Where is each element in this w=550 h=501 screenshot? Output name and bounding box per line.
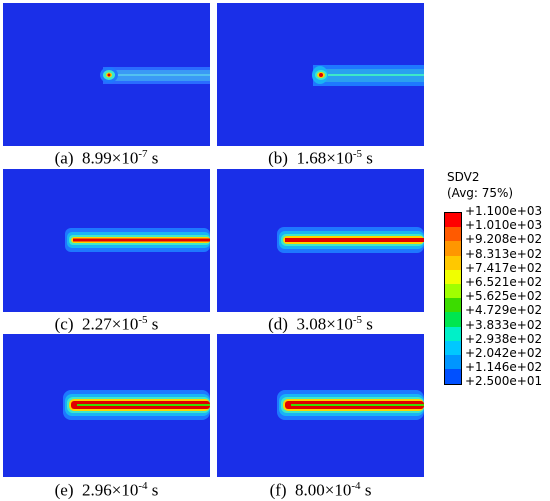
legend-value: +2.500e+01 bbox=[465, 374, 543, 389]
contour-panel-e bbox=[3, 334, 210, 477]
legend-value: +1.010e+03 bbox=[465, 218, 543, 233]
legend-swatch bbox=[445, 298, 461, 314]
contour-panel-f bbox=[217, 334, 424, 477]
legend-value: +2.938e+02 bbox=[465, 331, 543, 346]
panel-caption-f: (f) 8.00×10-4 s bbox=[269, 480, 372, 500]
legend-swatch bbox=[445, 227, 461, 243]
panel-caption-b: (b) 1.68×10-5 s bbox=[268, 148, 373, 168]
legend-value: +9.208e+02 bbox=[465, 232, 543, 247]
legend-swatch bbox=[445, 213, 461, 228]
legend-swatch bbox=[445, 326, 461, 342]
legend-swatch bbox=[445, 355, 461, 370]
legend-value: +7.417e+02 bbox=[465, 260, 543, 275]
legend-value: +3.833e+02 bbox=[465, 317, 543, 332]
color-legend-bar bbox=[444, 212, 462, 385]
legend-value: +1.100e+03 bbox=[465, 204, 543, 218]
legend-swatch bbox=[445, 255, 461, 271]
panel-caption-c: (c) 2.27×10-5 s bbox=[54, 314, 159, 334]
legend-variable: SDV2 bbox=[447, 170, 480, 184]
legend-swatch bbox=[445, 340, 461, 356]
contour-panel-b bbox=[217, 3, 424, 146]
legend-value: +4.729e+02 bbox=[465, 303, 543, 318]
legend-swatch bbox=[445, 284, 461, 299]
panel-caption-a: (a) 8.99×10-7 s bbox=[54, 148, 159, 168]
legend-swatch bbox=[445, 241, 461, 257]
contour-panel-c bbox=[3, 169, 210, 312]
legend-value: +1.146e+02 bbox=[465, 360, 543, 375]
legend-value: +5.625e+02 bbox=[465, 289, 543, 304]
panel-caption-e: (e) 2.96×10-4 s bbox=[54, 480, 159, 500]
legend-value: +8.313e+02 bbox=[465, 246, 543, 261]
legend-swatch bbox=[445, 269, 461, 285]
legend-value: +2.042e+02 bbox=[465, 346, 543, 360]
contour-panel-a bbox=[3, 3, 210, 146]
legend-swatch bbox=[445, 369, 461, 385]
legend-averaging: (Avg: 75%) bbox=[447, 186, 514, 200]
contour-panel-d bbox=[217, 169, 424, 312]
legend-value: +6.521e+02 bbox=[465, 275, 543, 289]
legend-swatch bbox=[445, 312, 461, 328]
panel-caption-d: (d) 3.08×10-5 s bbox=[268, 314, 373, 334]
